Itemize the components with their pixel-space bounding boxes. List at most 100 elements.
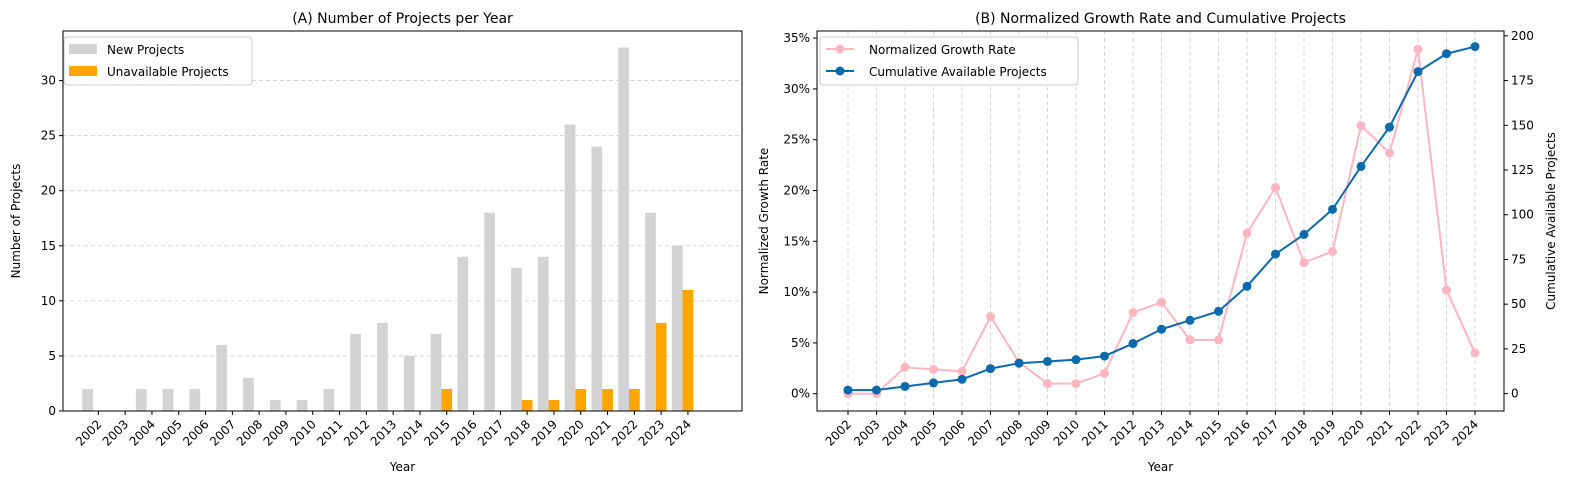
y2-tick-label: 100 [1511,208,1534,222]
legend-swatch-new-projects [69,44,97,54]
bar-new-projects [296,399,308,411]
bar-unavailable-projects [548,399,560,411]
panel-b-gridlines [847,31,1476,411]
point-cumulative-available-projects [872,385,881,395]
point-cumulative-available-projects [1442,49,1451,59]
point-cumulative-available-projects [1356,161,1366,171]
point-normalized-growth-rate [1328,246,1337,256]
legend-label-new-projects: New Projects [107,43,184,57]
x-tick-label: 2006 [937,417,968,448]
point-normalized-growth-rate [929,364,938,374]
x-tick-label: 2013 [368,417,399,448]
bar-new-projects [645,212,656,411]
point-normalized-growth-rate [1242,228,1252,238]
legend-marker-cumulative-available-projects [835,66,845,76]
y-tick-label: 0 [48,404,56,418]
y2-tick-label: 125 [1511,163,1534,177]
x-tick-label: 2017 [475,417,506,448]
panel-b-x-axis-label: Year [1147,460,1173,474]
bar-unavailable-projects [629,388,640,411]
point-cumulative-available-projects [1470,42,1480,52]
panel-a-x-ticks: 2002200320042005200620072008200920102011… [73,411,694,449]
point-normalized-growth-rate [1185,335,1195,345]
bar-unavailable-projects [441,388,453,411]
x-tick-label: 2013 [1136,417,1167,448]
point-cumulative-available-projects [1242,281,1252,291]
panel-a-gridlines [63,80,742,357]
panel-b-y-axis-label: Normalized Growth Rate [757,148,771,295]
point-cumulative-available-projects [929,378,938,388]
y2-tick-label: 75 [1511,252,1526,266]
point-cumulative-available-projects [900,381,910,391]
x-tick-label: 2019 [529,417,560,448]
bar-new-projects [243,377,254,411]
x-tick-label: 2011 [1079,417,1110,448]
y-tick-label: 25% [783,133,810,147]
point-cumulative-available-projects [1014,358,1024,368]
bar-new-projects [564,124,576,411]
point-normalized-growth-rate [957,366,967,376]
x-tick-label: 2022 [609,417,640,448]
y-tick-label: 5% [791,336,810,350]
panel-a-bars [82,47,694,412]
point-cumulative-available-projects [1328,204,1337,214]
legend-label-unavailable-projects: Unavailable Projects [107,65,229,79]
panel-b-title: (B) Normalized Growth Rate and Cumulativ… [975,11,1346,27]
x-tick-label: 2015 [421,417,452,448]
point-normalized-growth-rate [1214,335,1223,345]
x-tick-label: 2009 [261,417,292,448]
panel-b-x-ticks: 2002200320042005200620072008200920102011… [823,411,1481,449]
x-tick-label: 2008 [234,417,265,448]
point-normalized-growth-rate [1442,285,1451,295]
x-tick-label: 2010 [1051,417,1082,448]
bar-new-projects [484,212,495,411]
panel-b-y-ticks-left: 0% 5% 10% 15% 20% 25% 30% 35% [783,31,817,401]
y-tick-label: 30 [41,74,56,88]
bar-new-projects [323,388,335,411]
x-tick-label: 2011 [314,417,345,448]
x-tick-label: 2003 [851,417,882,448]
x-tick-label: 2016 [448,417,479,448]
point-normalized-growth-rate [1356,120,1366,130]
x-tick-label: 2008 [994,417,1025,448]
x-tick-label: 2005 [153,417,184,448]
x-tick-label: 2012 [1108,417,1139,448]
panel-b-series [843,42,1480,399]
bar-new-projects [189,388,201,411]
panel-b-legend-box [819,36,1079,86]
x-tick-label: 2024 [663,417,694,448]
panel-a-y-axis-label: Number of Projects [9,164,23,279]
x-tick-label: 2022 [1393,417,1424,448]
point-cumulative-available-projects [1214,306,1223,316]
x-tick-label: 2015 [1193,417,1224,448]
x-tick-label: 2007 [965,417,996,448]
point-cumulative-available-projects [957,374,967,384]
point-normalized-growth-rate [1128,307,1138,317]
point-normalized-growth-rate [1271,182,1280,192]
x-tick-label: 2023 [636,417,667,448]
legend-swatch-unavailable-projects [69,66,97,76]
point-cumulative-available-projects [1071,355,1081,365]
y-tick-label: 15 [41,239,56,253]
panel-a: 2002200320042005200620072008200920102011… [9,11,743,474]
point-cumulative-available-projects [1100,351,1109,361]
y2-tick-label: 25 [1511,342,1526,356]
x-tick-label: 2019 [1307,417,1338,448]
point-cumulative-available-projects [843,385,853,395]
x-tick-label: 2010 [287,417,318,448]
y-tick-label: 10% [783,285,810,299]
bar-new-projects [162,388,174,411]
point-normalized-growth-rate [1071,379,1081,389]
legend-label-normalized-growth-rate: Normalized Growth Rate [869,43,1016,57]
point-normalized-growth-rate [1413,44,1423,54]
bar-new-projects [377,322,388,411]
x-tick-label: 2017 [1250,417,1281,448]
panel-b-plot-frame [816,30,1505,412]
x-tick-label: 2018 [1279,417,1310,448]
point-normalized-growth-rate [1043,379,1052,389]
y2-tick-label: 50 [1511,297,1526,311]
panel-a-legend: New Projects Unavailable Projects [63,36,253,86]
point-normalized-growth-rate [1385,148,1394,158]
x-tick-label: 2021 [582,417,613,448]
